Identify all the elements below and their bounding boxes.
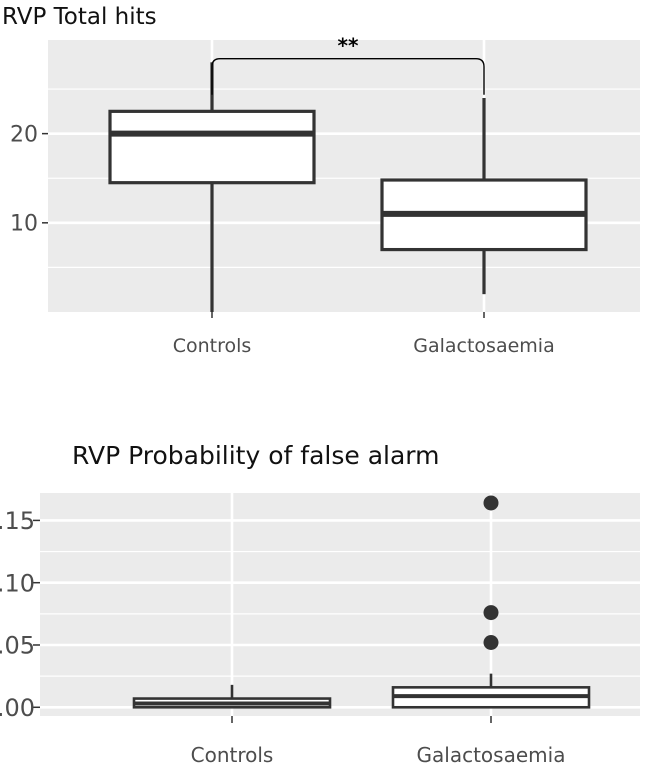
outlier-point xyxy=(483,495,499,511)
chart-panel-2: RVP Probability of false alarm 0.00 0.05 0.… xyxy=(0,441,640,767)
y-tick-label: 0.15 xyxy=(0,507,35,535)
significance-label: ** xyxy=(338,34,359,58)
boxplot-2 xyxy=(391,495,591,709)
outlier-point xyxy=(483,605,499,621)
plot-panel-background xyxy=(40,493,640,716)
y-tick-label: 20 xyxy=(10,123,38,148)
y-tick-label: 0.10 xyxy=(0,569,35,597)
x-tick-label: Controls xyxy=(173,335,252,357)
outlier-point xyxy=(483,634,499,650)
box xyxy=(108,109,316,185)
chart-panel-1: RVP Total hits 10 20 Controls Galactosaemia *… xyxy=(2,4,640,357)
y-tick-label: 10 xyxy=(10,212,38,237)
chart-title: RVP Probability of false alarm xyxy=(72,441,439,470)
significance-bracket xyxy=(211,58,485,95)
boxplot-1 xyxy=(108,62,316,312)
x-tick-label: Controls xyxy=(191,743,274,767)
x-tick-label: Galactosaemia xyxy=(417,743,566,767)
x-tick-label: Galactosaemia xyxy=(413,335,554,357)
chart-title: RVP Total hits xyxy=(2,4,157,30)
y-tick-label: 0.00 xyxy=(0,694,35,722)
boxplot-2 xyxy=(380,97,588,295)
y-tick-label: 0.05 xyxy=(0,632,35,660)
boxplot-1 xyxy=(132,684,332,709)
